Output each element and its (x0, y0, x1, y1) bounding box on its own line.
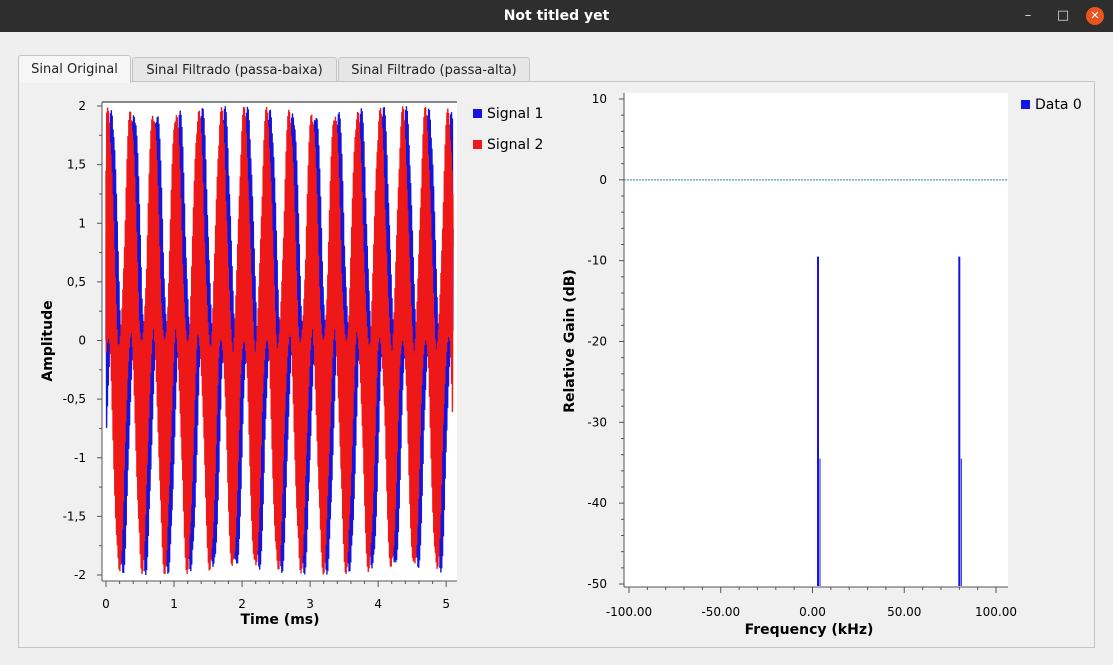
time-ytick-label: -2 (74, 568, 86, 582)
freq-plot-background (624, 93, 1008, 587)
minimize-button[interactable]: – (1024, 8, 1032, 23)
legend-swatch-data0 (1021, 100, 1030, 109)
freq-x-ticks: -100.00 -50.00 0.00 50.00 100.00 (606, 587, 1017, 619)
time-xtick-label: 2 (238, 597, 246, 611)
legend-swatch-signal1 (473, 109, 482, 118)
maximize-button[interactable]: □ (1056, 8, 1070, 23)
freq-ytick-label: -30 (587, 415, 607, 429)
legend-swatch-signal2 (473, 140, 482, 149)
time-ytick-label: -1 (74, 451, 86, 465)
time-xlabel: Time (ms) (240, 612, 319, 628)
freq-ytick-label: -20 (587, 335, 607, 349)
frequency-plot: 10 0 -10 -20 -30 -40 -50 -100.00 -50.00 0.00 50.0… (562, 92, 1082, 638)
time-xtick-label: 3 (306, 597, 314, 611)
time-xtick-label: 4 (374, 597, 382, 611)
close-button[interactable]: ✕ (1086, 7, 1104, 25)
freq-y-ticks: 10 0 -10 -20 -30 -40 -50 (587, 92, 624, 591)
tab-sinal-filtrado-passa-baixa[interactable]: Sinal Filtrado (passa-baixa) (132, 57, 337, 82)
legend-label-data0: Data 0 (1035, 97, 1082, 113)
freq-xtick-label: 50.00 (887, 605, 921, 619)
time-xtick-label: 0 (102, 597, 110, 611)
legend-label-signal2: Signal 2 (487, 137, 543, 153)
time-xtick-label: 1 (170, 597, 178, 611)
time-ytick-label: -0,5 (63, 392, 86, 406)
freq-ytick-label: -40 (587, 496, 607, 510)
time-ytick-label: 0 (78, 334, 86, 348)
time-x-ticks: 0 1 2 3 4 5 (102, 581, 450, 611)
tab-sinal-filtrado-passa-alta[interactable]: Sinal Filtrado (passa-alta) (338, 57, 530, 82)
time-plot: 2 1,5 1 0,5 0 -0,5 -1 -1,5 -2 0 1 2 3 4 5 Time (ms) A… (40, 99, 543, 628)
freq-xtick-label: 100.00 (975, 605, 1017, 619)
freq-xtick-label: 0.00 (799, 605, 826, 619)
data0-peaks (817, 256, 962, 586)
legend-label-signal1: Signal 1 (487, 106, 543, 122)
time-xtick-label: 5 (442, 597, 450, 611)
freq-ylabel: Relative Gain (dB) (562, 269, 578, 413)
time-ytick-label: 1 (78, 216, 86, 230)
window-titlebar: Not titled yet – □ ✕ (0, 0, 1113, 32)
time-y-ticks: 2 1,5 1 0,5 0 -0,5 -1 -1,5 -2 (63, 99, 102, 582)
freq-ytick-label: -10 (587, 254, 607, 268)
freq-ytick-label: 0 (599, 173, 607, 187)
freq-ytick-label: 10 (592, 92, 607, 106)
signal2-line (105, 106, 454, 575)
freq-xtick-label: -100.00 (606, 605, 652, 619)
freq-ytick-label: -50 (587, 577, 607, 591)
time-ytick-label: 0,5 (67, 275, 86, 289)
time-ytick-label: -1,5 (63, 509, 86, 523)
tab-sinal-original[interactable]: Sinal Original (18, 55, 131, 83)
time-ytick-label: 1,5 (67, 158, 86, 172)
window-title: Not titled yet (503, 8, 610, 24)
freq-xtick-label: -50.00 (701, 605, 740, 619)
freq-xlabel: Frequency (kHz) (745, 622, 874, 638)
time-ylabel: Amplitude (40, 300, 56, 381)
time-ytick-label: 2 (78, 99, 86, 113)
